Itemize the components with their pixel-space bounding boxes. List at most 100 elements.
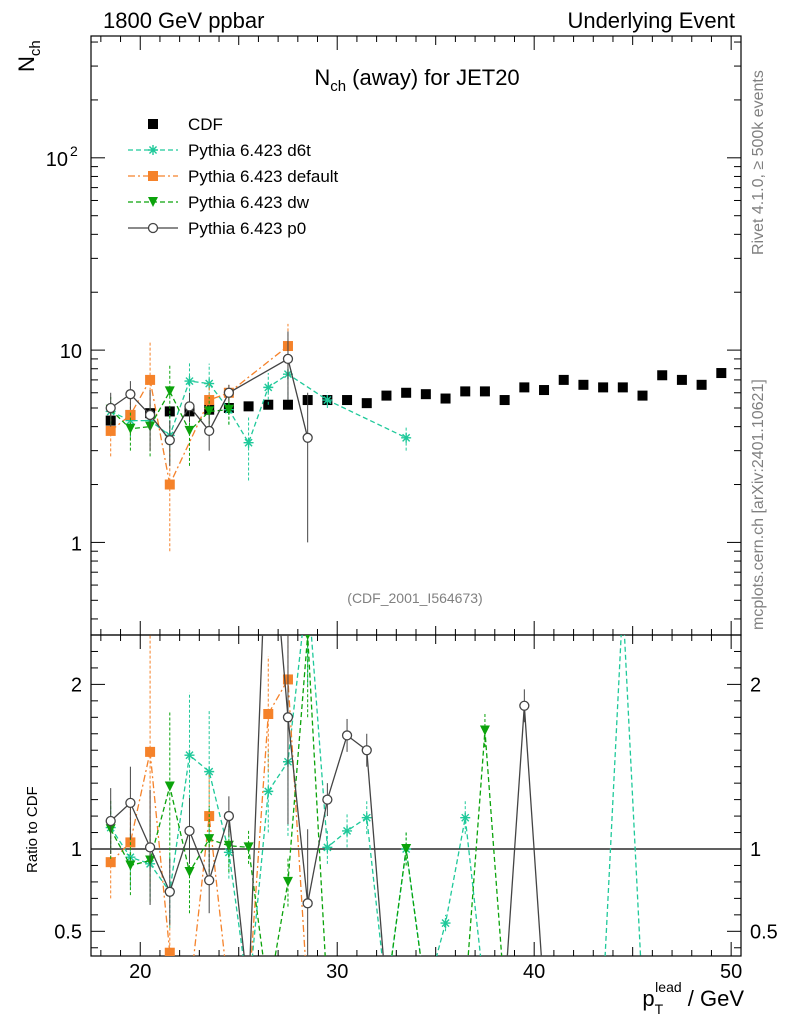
line-pythia-6-423-default <box>110 345 289 487</box>
legend-marker-pythia-6-423-default <box>148 171 158 181</box>
ratio-point-pythia-6-423-d6t <box>204 766 215 777</box>
ratio-point-pythia-6-423-p0 <box>322 794 333 805</box>
legend-label-pythia-6-423-p0: Pythia 6.423 p0 <box>188 219 306 238</box>
ratio-series-pythia-6-423-p0 <box>105 482 542 956</box>
point-cdf <box>696 379 707 390</box>
header-right: Underlying Event <box>567 8 735 33</box>
ratio-y-tick-label-left: 2 <box>71 674 82 696</box>
main-data-layer <box>105 323 727 552</box>
ratio-point-pythia-6-423-d6t <box>303 581 313 591</box>
point-pythia-6-423-p0 <box>164 435 175 446</box>
ratio-point-pythia-6-423-dw <box>204 834 215 845</box>
ratio-line-pythia-6-423-d6t <box>110 635 642 956</box>
legend-marker-cdf <box>148 119 158 129</box>
point-pythia-6-423-p0 <box>204 425 215 437</box>
ratio-point-pythia-6-423-p0 <box>264 482 273 491</box>
x-tick-label: 50 <box>720 961 742 983</box>
ratio-point-pythia-6-423-dw <box>164 781 175 792</box>
point-pythia-6-423-dw <box>164 386 175 397</box>
point-pythia-6-423-p0 <box>282 353 294 365</box>
point-cdf <box>243 401 254 412</box>
legend: CDF Pythia 6.423 d6t Pythia 6.423 default P… <box>128 115 339 238</box>
ratio-point-pythia-6-423-d6t <box>618 597 628 607</box>
ratio-point-pythia-6-423-dw <box>282 876 293 887</box>
ratio-point-pythia-6-423-d6t <box>184 750 195 761</box>
ratio-point-pythia-6-423-p0 <box>164 886 175 897</box>
main-y-axis-label: Nch <box>14 40 44 72</box>
legend-marker-pythia-6-423-dw <box>148 197 158 207</box>
point-cdf <box>401 387 412 398</box>
point-pythia-6-423-d6t <box>184 376 195 387</box>
ratio-plot-frame <box>90 634 742 957</box>
ratio-y-tick-label-left: 1 <box>71 839 82 861</box>
header-left: 1800 GeV ppbar <box>103 8 264 33</box>
ratio-point-pythia-6-423-default <box>164 947 175 956</box>
point-pythia-6-423-p0 <box>223 387 235 398</box>
point-pythia-6-423-d6t <box>204 378 215 389</box>
legend-label-pythia-6-423-dw: Pythia 6.423 dw <box>188 193 310 212</box>
ratio-point-pythia-6-423-p0 <box>302 898 313 909</box>
point-pythia-6-423-d6t <box>263 382 274 393</box>
point-pythia-6-423-p0 <box>184 401 195 412</box>
legend-label-cdf: CDF <box>188 115 223 134</box>
ratio-point-pythia-6-423-p0 <box>223 810 235 822</box>
point-cdf <box>598 382 609 393</box>
point-pythia-6-423-default <box>105 425 116 436</box>
point-cdf <box>637 390 648 401</box>
ratio-point-pythia-6-423-p0 <box>204 875 215 886</box>
analysis-id: (CDF_2001_I564673) <box>347 590 482 606</box>
ratio-point-pythia-6-423-p0 <box>144 842 156 853</box>
main-y-tick-label: 10 <box>60 341 82 363</box>
point-cdf <box>420 389 431 400</box>
point-cdf <box>282 399 293 410</box>
x-tick-label: 30 <box>326 961 348 983</box>
point-pythia-6-423-dw <box>223 404 234 415</box>
ratio-point-pythia-6-423-p0 <box>184 825 195 837</box>
x-tick-label: 40 <box>523 961 545 983</box>
point-cdf <box>716 368 727 379</box>
ratio-point-pythia-6-423-default <box>263 709 274 720</box>
point-pythia-6-423-default <box>145 374 156 385</box>
point-pythia-6-423-dw <box>125 423 136 434</box>
ratio-point-pythia-6-423-dw <box>184 867 195 878</box>
point-cdf <box>479 386 490 397</box>
x-tick-label: 20 <box>129 961 151 983</box>
ratio-series-pythia-6-423-d6t <box>105 581 642 956</box>
ratio-point-pythia-6-423-d6t <box>322 842 333 853</box>
ratio-point-pythia-6-423-dw <box>401 844 412 854</box>
point-pythia-6-423-default <box>204 395 215 406</box>
x-axis-label: pTlead / GeV <box>642 979 744 1017</box>
plot-title: Nch (away) for JET20 <box>314 65 519 95</box>
series-pythia-6-423-default <box>105 323 293 552</box>
ratio-point-pythia-6-423-d6t <box>460 812 471 823</box>
side-label-rivet: Rivet 4.1.0, ≥ 500k events <box>750 70 767 255</box>
point-cdf <box>361 398 372 409</box>
ratio-y-tick-label-left: 0.5 <box>54 921 82 943</box>
ratio-point-pythia-6-423-d6t <box>361 812 372 823</box>
point-cdf <box>499 395 510 406</box>
main-y-tick-label: 10 <box>46 149 68 171</box>
ratio-point-pythia-6-423-dw <box>305 635 311 640</box>
point-cdf <box>578 379 589 390</box>
point-cdf <box>342 395 353 406</box>
side-label-mcplots: mcplots.cern.ch [arXiv:2401.10621] <box>750 379 767 630</box>
ratio-point-pythia-6-423-d6t <box>440 918 451 929</box>
point-pythia-6-423-p0 <box>144 409 156 421</box>
point-cdf <box>539 385 550 396</box>
ratio-point-pythia-6-423-default <box>145 746 156 757</box>
ratio-point-pythia-6-423-p0 <box>105 815 116 827</box>
main-y-tick-label: 1 <box>71 533 82 555</box>
point-cdf <box>617 382 628 393</box>
point-cdf <box>519 382 530 393</box>
series-pythia-6-423-p0 <box>105 331 313 543</box>
point-pythia-6-423-d6t <box>401 432 412 443</box>
point-pythia-6-423-dw <box>204 406 215 417</box>
ratio-point-pythia-6-423-default <box>105 857 116 868</box>
ratio-y-axis-label: Ratio to CDF <box>24 786 41 873</box>
ratio-point-pythia-6-423-p0 <box>341 730 353 741</box>
point-pythia-6-423-d6t <box>322 395 333 406</box>
ratio-point-pythia-6-423-p0 <box>519 700 530 711</box>
ratio-y-tick-label-right: 2 <box>750 674 761 696</box>
point-pythia-6-423-dw <box>184 425 195 436</box>
